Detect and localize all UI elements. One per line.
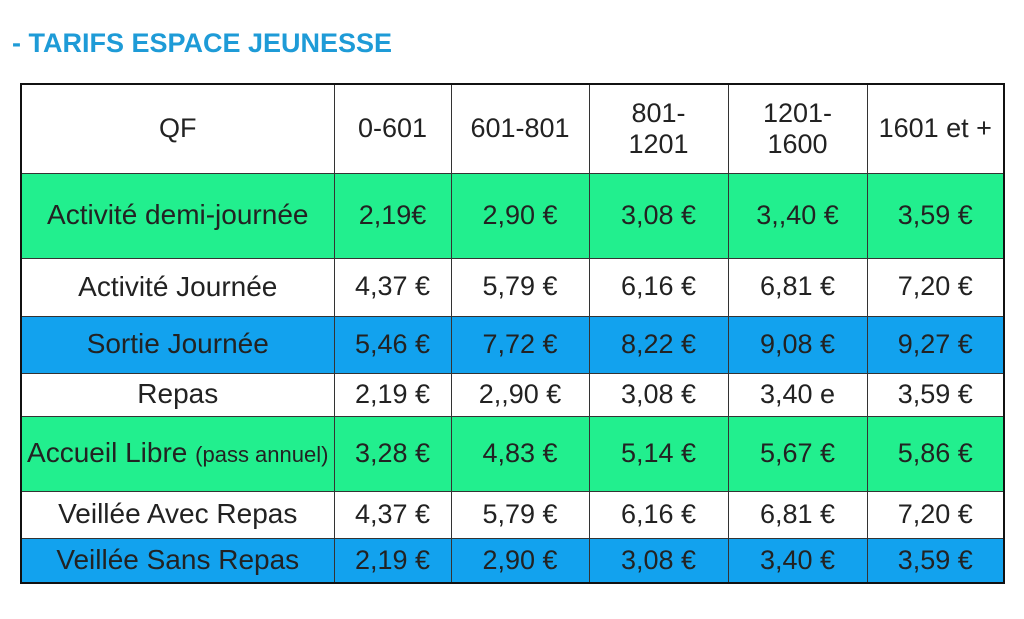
price-cell: 3,59 € bbox=[866, 372, 1005, 417]
label-text: Activité demi-journée bbox=[47, 199, 309, 231]
tariff-table: QF 0-601 601-801 801-1201 1201-1600 1601 et +… bbox=[20, 83, 1005, 584]
header-cell: 1601 et + bbox=[866, 83, 1005, 174]
header-cell: 801-1201 bbox=[588, 83, 729, 174]
row: Sortie Journée 5,46 €7,72 €8,22 €9,08 €9,… bbox=[20, 315, 1005, 374]
row: Activité demi-journée 2,19€ 2,90 €3,08 €3,… bbox=[20, 172, 1005, 259]
header-text: 1201-1600 bbox=[762, 97, 833, 159]
label-note: (pass annuel) bbox=[195, 442, 329, 468]
price-cell: 2,90 € bbox=[450, 537, 590, 584]
header-cell: QF bbox=[20, 83, 335, 174]
label-text: Sortie Journée bbox=[86, 328, 269, 360]
label-text: Veillée Sans Repas bbox=[56, 544, 300, 576]
row: Veillée Avec Repas 4,37 €5,79 €6,16 €6,81… bbox=[20, 490, 1005, 539]
price-cell: 3,40 € bbox=[727, 537, 868, 584]
price-cell: 6,16 € bbox=[588, 490, 729, 539]
price-cell: 5,86 € bbox=[866, 415, 1005, 492]
header-cell: 1201-1600 bbox=[727, 83, 868, 174]
header-text: 601-801 bbox=[470, 113, 570, 144]
price-cell: 4,83 € bbox=[450, 415, 590, 492]
label-text: Repas bbox=[137, 378, 219, 410]
row: Veillée Sans Repas 2,19 €2,90 €3,08 €3,40… bbox=[20, 537, 1005, 584]
price-cell: 5,79 € bbox=[450, 490, 590, 539]
row-label: Accueil Libre (pass annuel) bbox=[20, 415, 335, 492]
price-cell: 2,19 € bbox=[333, 372, 452, 417]
price-cell: 5,46 € bbox=[333, 315, 452, 374]
row-label: Sortie Journée bbox=[20, 315, 335, 374]
header-cell: 0-601 bbox=[333, 83, 452, 174]
row-label: Activité demi-journée bbox=[20, 172, 335, 259]
price-cell: 3,,40 € bbox=[727, 172, 868, 259]
price-cell: 4,37 € bbox=[333, 490, 452, 539]
price-cell: 3,59 € bbox=[866, 537, 1005, 584]
header-cell: 601-801 bbox=[450, 83, 590, 174]
price-cell: 3,28 € bbox=[333, 415, 452, 492]
price-cell: 6,81 € bbox=[727, 490, 868, 539]
header-row: QF 0-601 601-801 801-1201 1201-1600 1601 et + bbox=[20, 83, 1005, 174]
price-cell: 5,79 € bbox=[450, 257, 590, 317]
price-cell: 3,59 € bbox=[866, 172, 1005, 259]
price-cell: 3,08 € bbox=[588, 372, 729, 417]
header-text: 0-601 bbox=[357, 113, 428, 144]
price-cell: 2,90 € bbox=[450, 172, 590, 259]
header-text: 1601 et + bbox=[878, 113, 992, 144]
price-cell: 7,20 € bbox=[866, 490, 1005, 539]
price-cell: 2,19 € bbox=[333, 537, 452, 584]
row: Repas 2,19 €2,,90 €3,08 €3,40 e 3,59 € bbox=[20, 372, 1005, 417]
header-text: QF bbox=[159, 113, 197, 144]
price-cell: 3,40 e bbox=[727, 372, 868, 417]
price-cell: 7,20 € bbox=[866, 257, 1005, 317]
price-cell: 3,08 € bbox=[588, 172, 729, 259]
title: - TARIFS ESPACE JEUNESSE bbox=[12, 28, 393, 58]
price-cell: 8,22 € bbox=[588, 315, 729, 374]
price-cell: 6,81 € bbox=[727, 257, 868, 317]
row-label: Veillée Sans Repas bbox=[20, 537, 335, 584]
price-cell: 3,08 € bbox=[588, 537, 729, 584]
label-text: Activité Journée bbox=[78, 270, 278, 302]
row-label: Repas bbox=[20, 372, 335, 417]
label-text: Veillée Avec Repas bbox=[58, 498, 298, 530]
table-body: QF 0-601 601-801 801-1201 1201-1600 1601 et +… bbox=[20, 83, 1005, 584]
price-cell: 5,67 € bbox=[727, 415, 868, 492]
header-text: 801-1201 bbox=[628, 97, 689, 159]
row-label: Activité Journée bbox=[20, 257, 335, 317]
price-cell: 4,37 € bbox=[333, 257, 452, 317]
price-cell: 5,14 € bbox=[588, 415, 729, 492]
label-text: Accueil Libre bbox=[27, 437, 188, 469]
price-cell: 9,27 € bbox=[866, 315, 1005, 374]
price-cell: 7,72 € bbox=[450, 315, 590, 374]
row: Activité Journée 4,37 €5,79 €6,16 €6,81 €… bbox=[20, 257, 1005, 317]
price-cell: 2,19€ bbox=[333, 172, 452, 259]
price-cell: 2,,90 € bbox=[450, 372, 590, 417]
row-label: Veillée Avec Repas bbox=[20, 490, 335, 539]
row: Accueil Libre (pass annuel) 3,28 €4,83 €5… bbox=[20, 415, 1005, 492]
price-cell: 6,16 € bbox=[588, 257, 729, 317]
price-cell: 9,08 € bbox=[727, 315, 868, 374]
